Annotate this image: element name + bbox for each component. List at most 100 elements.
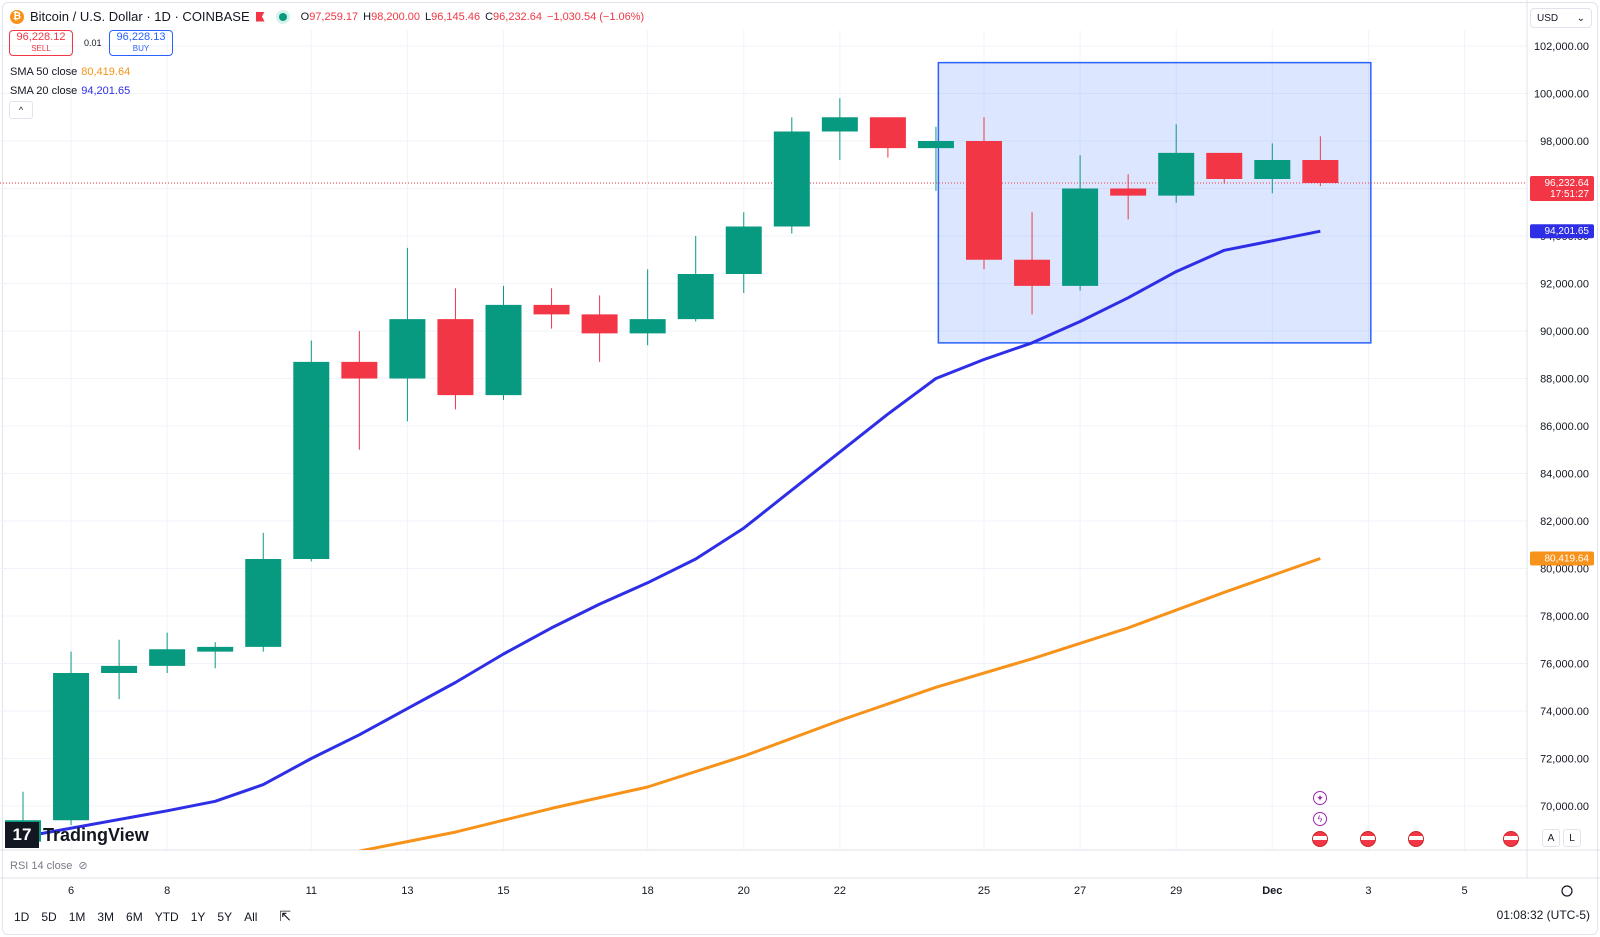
- candle-body: [197, 646, 234, 652]
- candle-body: [869, 117, 906, 149]
- timeframe-3m[interactable]: 3M: [97, 909, 115, 924]
- candle[interactable]: [245, 532, 282, 652]
- sma20-legend[interactable]: SMA 20 close 94,201.65: [10, 85, 130, 97]
- timeframe-bar: 1D 5D 1M 3M 6M YTD 1Y 5Y All ⇱: [14, 908, 291, 925]
- timeframe-all[interactable]: All: [244, 909, 258, 924]
- candle[interactable]: [485, 285, 522, 400]
- candle-body: [293, 361, 330, 559]
- x-tick-label: 3: [1365, 885, 1371, 897]
- candle-body: [53, 673, 90, 821]
- candle-body: [725, 226, 762, 274]
- timeframe-ytd[interactable]: YTD: [154, 909, 179, 924]
- sma50-label: SMA 50 close: [10, 66, 78, 78]
- sell-button[interactable]: 96,228.12 SELL: [9, 30, 73, 56]
- us-flag-event-icon[interactable]: [1360, 831, 1376, 847]
- candle[interactable]: [1206, 152, 1243, 184]
- sma50-line: [359, 557, 1321, 850]
- gear-icon[interactable]: [1561, 885, 1573, 897]
- y-tick-label: 102,000.00: [1534, 41, 1589, 53]
- rsi-pane-legend[interactable]: RSI 14 close ⊘: [10, 859, 88, 873]
- timeframe-1y[interactable]: 1Y: [190, 909, 206, 924]
- eye-hidden-icon[interactable]: ⊘: [78, 860, 88, 872]
- candle[interactable]: [1302, 136, 1339, 187]
- candle[interactable]: [1062, 155, 1099, 291]
- us-flag-event-icon[interactable]: [1503, 831, 1519, 847]
- event-star-icon[interactable]: ✦: [1313, 791, 1327, 805]
- candle[interactable]: [677, 236, 714, 322]
- candle[interactable]: [1014, 212, 1051, 315]
- open-value: 97,259.17: [309, 10, 359, 23]
- y-tick-label: 86,000.00: [1540, 421, 1589, 433]
- candle[interactable]: [869, 117, 906, 158]
- candle[interactable]: [917, 126, 954, 191]
- x-tick-label: 6: [68, 885, 74, 897]
- logo-text: TradingView: [43, 824, 149, 845]
- candle-body: [1302, 160, 1339, 184]
- close-label: C: [485, 10, 494, 23]
- collapse-legend-button[interactable]: ^: [9, 101, 33, 119]
- candle[interactable]: [389, 247, 426, 422]
- clock[interactable]: 01:08:32 (UTC-5): [1496, 908, 1590, 922]
- event-bolt-icon[interactable]: ϟ: [1313, 812, 1327, 826]
- sma50-legend[interactable]: SMA 50 close 80,419.64: [10, 66, 130, 78]
- chevron-down-icon: ⌄: [1576, 12, 1585, 24]
- candle[interactable]: [437, 288, 474, 410]
- rectangle-drawing[interactable]: [937, 61, 1372, 344]
- spread-value: 0.01: [84, 38, 102, 48]
- currency-selector[interactable]: USD ⌄: [1530, 8, 1592, 28]
- candle[interactable]: [53, 651, 90, 825]
- market-status-icon[interactable]: [278, 12, 287, 21]
- candle[interactable]: [581, 295, 618, 362]
- sma50-value: 80,419.64: [81, 66, 131, 78]
- sma50-tag-text: 80,419.64: [1545, 554, 1590, 565]
- timeframe-5d[interactable]: 5D: [41, 909, 57, 924]
- candle[interactable]: [966, 117, 1002, 270]
- us-flag-event-icon[interactable]: [1408, 831, 1424, 847]
- candle-body: [485, 304, 522, 396]
- timeframe-1d[interactable]: 1D: [14, 909, 30, 924]
- candle-body: [533, 304, 570, 315]
- candle[interactable]: [293, 340, 330, 562]
- flag-icon[interactable]: [255, 11, 265, 22]
- candle[interactable]: [1254, 143, 1291, 194]
- y-tick-label: 98,000.00: [1540, 136, 1589, 148]
- candle-body: [245, 559, 282, 647]
- candle-body: [1254, 160, 1291, 179]
- sell-label: SELL: [31, 44, 51, 53]
- buy-button[interactable]: 96,228.13 BUY: [109, 30, 173, 56]
- timeframe-6m[interactable]: 6M: [126, 909, 143, 924]
- candle[interactable]: [725, 212, 762, 293]
- timeframe-5y[interactable]: 5Y: [217, 909, 233, 924]
- y-tick-label: 90,000.00: [1540, 326, 1589, 338]
- y-tick-label: 100,000.00: [1534, 89, 1589, 101]
- symbol-title[interactable]: Bitcoin / U.S. Dollar · 1D · COINBASE: [30, 9, 250, 24]
- open-label: O: [300, 10, 310, 23]
- ohlc-values: O97,259.17 H98,200.00 L96,145.46 C96,232…: [301, 11, 645, 23]
- candle[interactable]: [1158, 124, 1195, 203]
- low-value: 96,145.46: [431, 10, 481, 23]
- timeframe-1m[interactable]: 1M: [68, 909, 86, 924]
- candle[interactable]: [101, 639, 138, 700]
- symbol-header[interactable]: ₿ Bitcoin / U.S. Dollar · 1D · COINBASE …: [10, 9, 644, 24]
- candle[interactable]: [149, 632, 186, 673]
- candle[interactable]: [197, 642, 234, 669]
- sma20-tag: 94,201.65: [1530, 224, 1594, 239]
- candle[interactable]: [533, 288, 570, 329]
- candle[interactable]: [821, 98, 858, 160]
- y-tick-label: 78,000.00: [1540, 611, 1589, 623]
- log-scale-button[interactable]: L: [1563, 829, 1581, 847]
- date-range-icon[interactable]: ⇱: [279, 908, 292, 924]
- auto-scale-button[interactable]: A: [1542, 829, 1560, 847]
- candle[interactable]: [629, 269, 666, 346]
- candle-body: [917, 141, 954, 149]
- candle[interactable]: [773, 117, 810, 234]
- candle[interactable]: [1110, 174, 1147, 220]
- y-tick-label: 88,000.00: [1540, 374, 1589, 386]
- close-value: 96,232.64: [493, 10, 542, 23]
- us-flag-event-icon[interactable]: [1312, 831, 1328, 847]
- y-tick-label: 82,000.00: [1540, 516, 1589, 528]
- candle[interactable]: [341, 331, 378, 450]
- x-tick-label: 18: [642, 885, 654, 897]
- candle-body: [437, 319, 474, 396]
